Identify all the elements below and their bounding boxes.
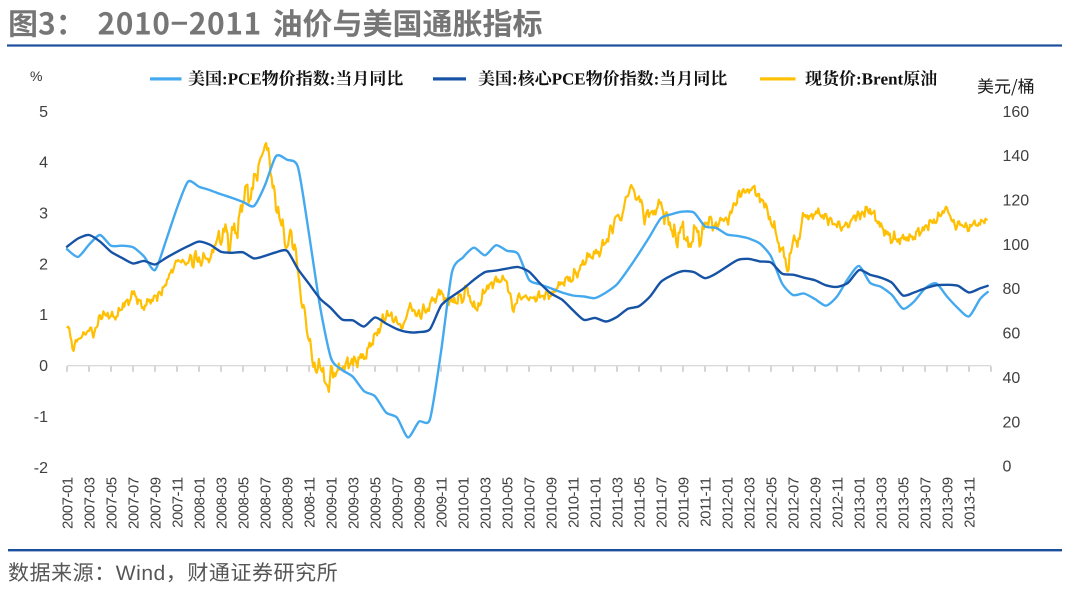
svg-text:2009-03: 2009-03 xyxy=(346,477,363,529)
svg-text:-2: -2 xyxy=(34,460,48,477)
svg-text:1: 1 xyxy=(39,307,48,324)
svg-text:2009-07: 2009-07 xyxy=(390,477,407,529)
svg-text:2011-07: 2011-07 xyxy=(654,477,671,528)
svg-text:2008-01: 2008-01 xyxy=(192,477,209,529)
svg-text:2007-11: 2007-11 xyxy=(170,477,187,528)
svg-text:2011-01: 2011-01 xyxy=(588,477,605,528)
svg-text:2011-03: 2011-03 xyxy=(610,477,627,528)
svg-text:2008-03: 2008-03 xyxy=(214,477,231,529)
svg-text:4: 4 xyxy=(39,155,48,172)
svg-text:2012-01: 2012-01 xyxy=(720,477,737,529)
svg-text:2010-05: 2010-05 xyxy=(500,477,517,529)
svg-text:0: 0 xyxy=(1003,459,1012,476)
svg-text:2013-03: 2013-03 xyxy=(874,477,891,529)
svg-text:2008-09: 2008-09 xyxy=(280,477,297,529)
svg-text:2013-01: 2013-01 xyxy=(852,477,869,529)
svg-text:2011-11: 2011-11 xyxy=(698,477,715,526)
svg-text:2012-07: 2012-07 xyxy=(786,477,803,529)
svg-text:2: 2 xyxy=(39,256,48,273)
svg-text:2009-11: 2009-11 xyxy=(434,477,451,528)
svg-text:2010-01: 2010-01 xyxy=(456,477,473,529)
svg-text:60: 60 xyxy=(1003,326,1021,343)
svg-text:2013-05: 2013-05 xyxy=(896,477,913,529)
svg-text:5: 5 xyxy=(39,104,48,121)
svg-text:160: 160 xyxy=(1003,104,1030,121)
svg-text:2013-11: 2013-11 xyxy=(962,477,979,528)
svg-text:3: 3 xyxy=(39,206,48,223)
svg-text:2010-03: 2010-03 xyxy=(478,477,495,529)
svg-text:%: % xyxy=(30,68,42,84)
svg-text:2007-01: 2007-01 xyxy=(60,477,77,529)
svg-text:-1: -1 xyxy=(34,409,48,426)
svg-text:2007-09: 2007-09 xyxy=(148,477,165,529)
svg-text:2007-07: 2007-07 xyxy=(126,477,143,529)
svg-text:2010-09: 2010-09 xyxy=(544,477,561,529)
svg-text:2009-09: 2009-09 xyxy=(412,477,429,529)
svg-text:2007-05: 2007-05 xyxy=(104,477,121,529)
svg-text:20: 20 xyxy=(1003,414,1021,431)
svg-text:2008-11: 2008-11 xyxy=(302,477,319,528)
svg-text:2011-05: 2011-05 xyxy=(632,477,649,528)
svg-text:2012-11: 2012-11 xyxy=(830,477,847,528)
svg-text:2008-05: 2008-05 xyxy=(236,477,253,529)
svg-text:2013-07: 2013-07 xyxy=(918,477,935,529)
svg-text:2008-07: 2008-07 xyxy=(258,477,275,529)
svg-text:0: 0 xyxy=(39,358,48,375)
svg-text:120: 120 xyxy=(1003,193,1030,210)
svg-text:2012-05: 2012-05 xyxy=(764,477,781,529)
svg-text:2011-09: 2011-09 xyxy=(676,477,693,528)
svg-text:140: 140 xyxy=(1003,148,1030,165)
svg-text:2009-01: 2009-01 xyxy=(324,477,341,529)
svg-text:2012-03: 2012-03 xyxy=(742,477,759,529)
svg-text:2013-09: 2013-09 xyxy=(940,477,957,529)
svg-text:80: 80 xyxy=(1003,281,1021,298)
svg-text:100: 100 xyxy=(1003,237,1030,254)
svg-text:2007-03: 2007-03 xyxy=(82,477,99,529)
svg-text:2012-09: 2012-09 xyxy=(808,477,825,529)
svg-text:2009-05: 2009-05 xyxy=(368,477,385,529)
svg-text:40: 40 xyxy=(1003,370,1021,387)
svg-text:2010-07: 2010-07 xyxy=(522,477,539,529)
svg-text:2010-11: 2010-11 xyxy=(566,477,583,528)
